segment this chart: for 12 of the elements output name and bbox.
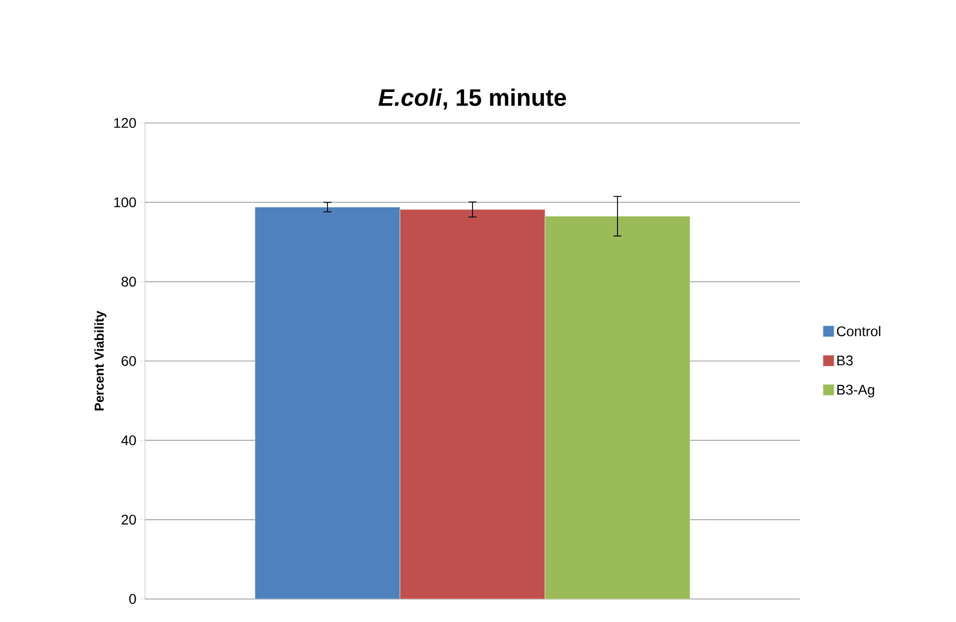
legend-label: B3-Ag [837, 384, 874, 398]
y-tick-label: 120 [114, 118, 136, 128]
legend-label: Control [836, 326, 880, 336]
y-tick-label: 60 [122, 356, 136, 366]
y-tick-label: 100 [114, 197, 136, 208]
y-tick-label: 0 [129, 594, 136, 604]
y-axis-title: Percent Viability [94, 310, 106, 410]
chart-title: E.coli, 15 minute [378, 88, 566, 110]
y-tick-label: 40 [121, 435, 136, 446]
legend-label: B3 [837, 356, 853, 366]
y-tick-label: 20 [122, 514, 136, 525]
y-tick-label: 80 [122, 276, 136, 287]
